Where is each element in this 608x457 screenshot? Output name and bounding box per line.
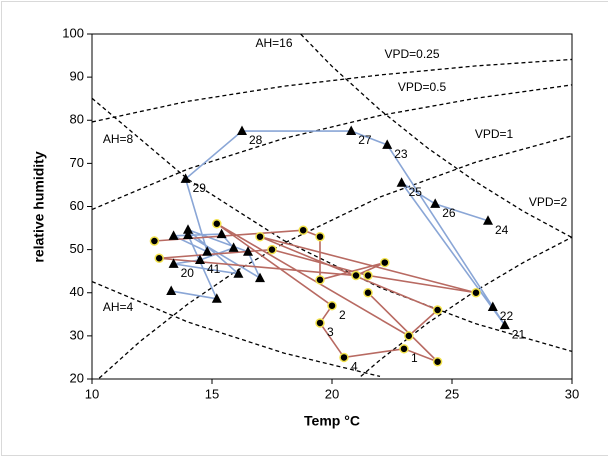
point-label: 41: [207, 262, 221, 276]
y-tick-label: 40: [70, 284, 84, 299]
curve-label: AH=16: [255, 36, 292, 50]
circle-marker: [267, 244, 277, 255]
triangle-marker: [243, 246, 253, 256]
y-tick-label: 90: [70, 69, 84, 84]
circle-marker: [351, 270, 361, 281]
reference-curve: [92, 280, 381, 378]
y-tick-label: 80: [70, 112, 84, 127]
circle-marker: [212, 219, 222, 229]
triangle-marker: [346, 125, 357, 136]
triangle-marker: [382, 139, 393, 149]
point-label: 27: [358, 133, 372, 147]
triangle-marker: [487, 301, 498, 311]
triangle-marker: [228, 242, 239, 252]
point-label: 2: [339, 308, 346, 322]
triangle-marker: [168, 230, 179, 240]
x-tick-label: 25: [445, 386, 459, 401]
reference-curve: [92, 84, 572, 211]
triangle-marker: [202, 246, 213, 256]
circle-marker: [471, 288, 481, 298]
x-tick-label: 10: [85, 386, 99, 401]
curve-label: VPD=2: [529, 195, 568, 209]
point-label: 25: [409, 185, 423, 199]
point-label: 4: [351, 360, 358, 374]
circle-marker: [327, 300, 337, 311]
triangle-marker: [216, 228, 227, 239]
curve-label: AH=4: [103, 300, 134, 314]
circle-marker: [315, 275, 325, 285]
circle-marker: [315, 231, 325, 242]
triangle-marker: [396, 177, 407, 187]
point-label: 22: [500, 309, 514, 323]
triangle-marker: [483, 215, 493, 225]
circle-marker: [315, 318, 325, 328]
circle-marker: [432, 357, 443, 367]
triangle-marker: [233, 268, 244, 278]
circle-marker: [339, 352, 349, 363]
triangle-marker: [183, 229, 193, 239]
curve-label: VPD=0.25: [384, 47, 439, 61]
y-tick-label: 20: [70, 370, 84, 385]
point-label: 20: [181, 266, 195, 280]
circle-marker: [154, 253, 164, 263]
point-label: 26: [442, 206, 456, 220]
series-line: [154, 223, 477, 363]
y-axis-title: relative humidity: [31, 151, 47, 262]
reference-curve: [92, 97, 572, 353]
point-label: 28: [249, 133, 263, 147]
curve-label: VPD=0.5: [398, 80, 447, 94]
circle-marker: [298, 225, 308, 235]
circle-marker: [399, 344, 409, 354]
y-tick-label: 60: [70, 198, 84, 213]
point-label: 29: [193, 181, 207, 195]
circle-marker: [380, 257, 390, 268]
reference-curve: [92, 58, 572, 123]
triangle-marker: [166, 285, 177, 296]
point-label: 1: [411, 351, 418, 365]
point-label: 21: [512, 327, 526, 341]
circle-marker: [363, 288, 373, 298]
triangle-marker: [499, 319, 510, 330]
circle-marker: [432, 305, 443, 315]
point-label: 24: [495, 223, 509, 237]
point-label: 3: [327, 325, 334, 339]
circle-marker: [404, 331, 414, 341]
reference-curve: [300, 34, 572, 239]
circle-marker: [149, 236, 160, 246]
point-label: 23: [394, 147, 408, 161]
triangle-marker: [430, 198, 441, 208]
x-tick-label: 15: [205, 386, 219, 401]
triangle-marker: [255, 272, 265, 283]
y-tick-label: 70: [70, 155, 84, 170]
curve-label: AH=8: [103, 132, 134, 146]
curve-label: VPD=1: [475, 127, 514, 141]
triangle-marker: [195, 254, 205, 264]
triangle-marker: [180, 173, 191, 183]
reference-curve: [360, 236, 572, 377]
x-tick-label: 20: [325, 386, 339, 401]
y-tick-label: 30: [70, 327, 84, 342]
x-axis-title: Temp °C: [304, 413, 360, 429]
y-tick-label: 50: [70, 241, 84, 256]
circle-marker: [255, 231, 265, 242]
circle-marker: [363, 270, 373, 281]
x-tick-label: 30: [565, 386, 579, 401]
reference-curve: [98, 135, 572, 379]
triangle-marker: [168, 258, 179, 268]
triangle-marker: [211, 293, 222, 303]
series-line: [171, 130, 506, 326]
triangle-marker: [183, 224, 193, 234]
triangle-marker: [237, 125, 247, 136]
y-tick-label: 100: [62, 25, 84, 40]
